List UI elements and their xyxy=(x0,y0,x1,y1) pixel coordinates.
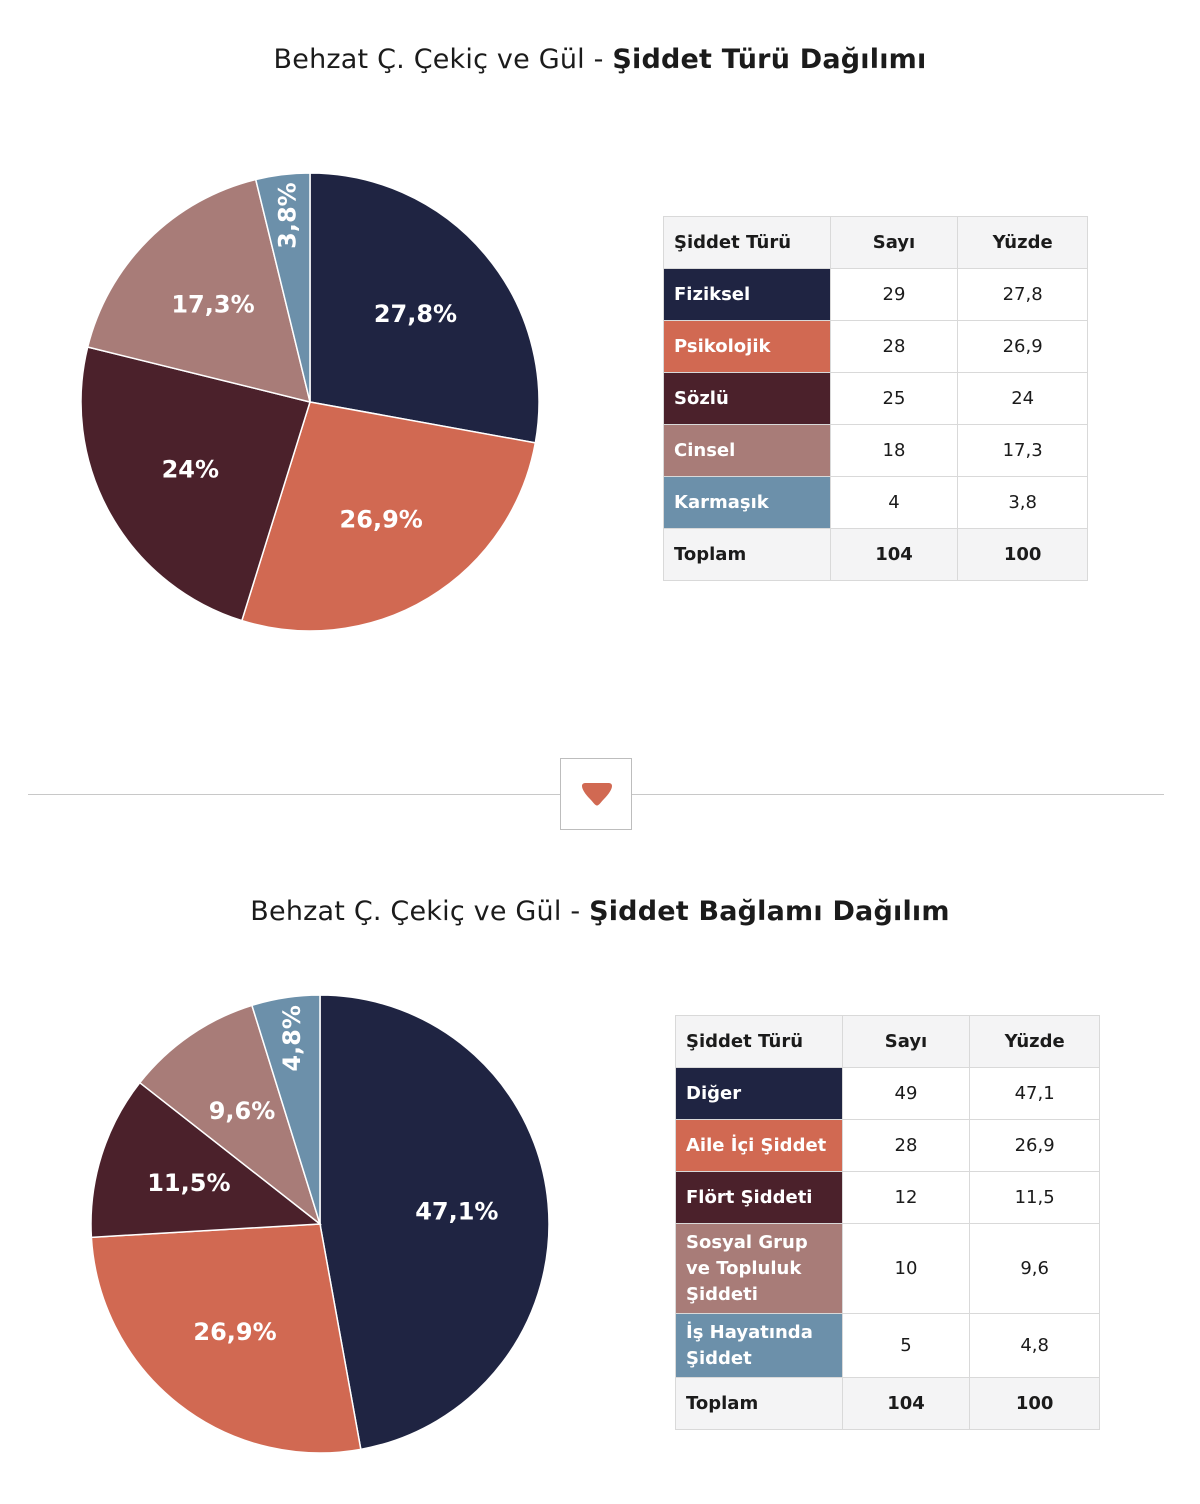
header-percent: Yüzde xyxy=(957,216,1088,269)
pie-slice xyxy=(250,994,321,1225)
row-percent: 11,5 xyxy=(969,1171,1100,1224)
pie-slice xyxy=(86,178,312,404)
pie-slice xyxy=(319,994,550,1451)
pie-slice-label: 24% xyxy=(162,455,219,483)
pie-chart-violence-context: 47,1% 26,9% 11,5% 9,6%4,8% xyxy=(90,994,550,1454)
pie-slice-label: 47,1% xyxy=(415,1198,498,1226)
pie-chart-violence-type: 27,8% 26,9% 24% 17,3% 3,8% xyxy=(80,172,540,632)
table-row: Sosyal Grup ve Topluluk Şiddeti 10 9,6 xyxy=(675,1223,1100,1314)
table-row: Cinsel 18 17,3 xyxy=(663,424,1088,477)
row-percent: 27,8 xyxy=(957,268,1088,321)
total-row: Toplam 104 100 xyxy=(675,1377,1100,1430)
table-row: Sözlü 25 24 xyxy=(663,372,1088,425)
row-percent: 47,1 xyxy=(969,1067,1100,1120)
table-row: İş Hayatında Şiddet 5 4,8 xyxy=(675,1313,1100,1378)
chart2-title: Behzat Ç. Çekiç ve Gül - Şiddet Bağlamı … xyxy=(0,896,1200,927)
row-count: 18 xyxy=(829,424,959,477)
row-label: Flört Şiddeti xyxy=(675,1171,843,1224)
row-count: 10 xyxy=(841,1223,971,1314)
total-label: Toplam xyxy=(675,1377,843,1430)
total-count: 104 xyxy=(829,528,959,581)
row-label: Fiziksel xyxy=(663,268,831,321)
table-row: Aile İçi Şiddet 28 26,9 xyxy=(675,1119,1100,1172)
pie-slice xyxy=(90,1223,362,1454)
row-label: İş Hayatında Şiddet xyxy=(675,1313,843,1378)
row-count: 28 xyxy=(829,320,959,373)
pie-slice xyxy=(138,1004,322,1227)
pie-slice-label: 26,9% xyxy=(193,1318,276,1346)
row-percent: 24 xyxy=(957,372,1088,425)
table-row: Diğer 49 47,1 xyxy=(675,1067,1100,1120)
row-percent: 26,9 xyxy=(969,1119,1100,1172)
heart-shape-icon xyxy=(582,783,612,806)
header-type: Şiddet Türü xyxy=(675,1015,843,1068)
row-percent: 3,8 xyxy=(957,476,1088,529)
row-percent: 26,9 xyxy=(957,320,1088,373)
header-count: Sayı xyxy=(841,1015,971,1068)
row-percent: 17,3 xyxy=(957,424,1088,477)
pie-slice-label: 4,8% xyxy=(278,1005,306,1072)
total-percent: 100 xyxy=(969,1377,1100,1430)
total-row: Toplam 104 100 xyxy=(663,528,1088,581)
chart1-title-prefix: Behzat Ç. Çekiç ve Gül - xyxy=(273,44,613,75)
table-row: Fiziksel 29 27,8 xyxy=(663,268,1088,321)
row-label: Cinsel xyxy=(663,424,831,477)
pie-slice-label: 3,8% xyxy=(274,182,302,249)
row-count: 4 xyxy=(829,476,959,529)
row-label: Sözlü xyxy=(663,372,831,425)
row-label: Sosyal Grup ve Topluluk Şiddeti xyxy=(675,1223,843,1314)
header-count: Sayı xyxy=(829,216,959,269)
row-count: 29 xyxy=(829,268,959,321)
table-row: Karmaşık 4 3,8 xyxy=(663,476,1088,529)
pie-slice-label: 11,5% xyxy=(147,1169,230,1197)
pie-slice xyxy=(240,401,537,632)
total-percent: 100 xyxy=(957,528,1088,581)
total-label: Toplam xyxy=(663,528,831,581)
pie-slice-label: 9,6% xyxy=(209,1097,276,1125)
divider-badge xyxy=(560,758,632,830)
row-count: 5 xyxy=(841,1313,971,1378)
header-type: Şiddet Türü xyxy=(663,216,831,269)
row-label: Psikolojik xyxy=(663,320,831,373)
table-row: Flört Şiddeti 12 11,5 xyxy=(675,1171,1100,1224)
row-percent: 4,8 xyxy=(969,1313,1100,1378)
pie-slice xyxy=(254,172,311,403)
pie-slice-label: 17,3% xyxy=(171,291,254,319)
row-count: 12 xyxy=(841,1171,971,1224)
row-label: Diğer xyxy=(675,1067,843,1120)
chart2-title-bold: Şiddet Bağlamı Dağılım xyxy=(589,896,950,927)
table-row: Psikolojik 28 26,9 xyxy=(663,320,1088,373)
pie-slice-label: 26,9% xyxy=(340,506,423,534)
header-percent: Yüzde xyxy=(969,1015,1100,1068)
chart1-title: Behzat Ç. Çekiç ve Gül - Şiddet Türü Dağ… xyxy=(0,44,1200,75)
row-count: 28 xyxy=(841,1119,971,1172)
row-label: Aile İçi Şiddet xyxy=(675,1119,843,1172)
violence-type-table: Şiddet Türü Sayı Yüzde Fiziksel 29 27,8 … xyxy=(663,216,1088,581)
row-count: 25 xyxy=(829,372,959,425)
row-count: 49 xyxy=(841,1067,971,1120)
row-label: Karmaşık xyxy=(663,476,831,529)
row-percent: 9,6 xyxy=(969,1223,1100,1314)
pie-slice xyxy=(90,1081,323,1239)
pie-slice xyxy=(80,346,311,622)
chart2-title-prefix: Behzat Ç. Çekiç ve Gül - xyxy=(250,896,590,927)
total-count: 104 xyxy=(841,1377,971,1430)
violence-context-table: Şiddet Türü Sayı Yüzde Diğer 49 47,1 Ail… xyxy=(675,1015,1100,1430)
pie-slice xyxy=(309,172,540,444)
chart1-title-bold: Şiddet Türü Dağılımı xyxy=(612,44,927,75)
pie-slice-label: 27,8% xyxy=(374,300,457,328)
